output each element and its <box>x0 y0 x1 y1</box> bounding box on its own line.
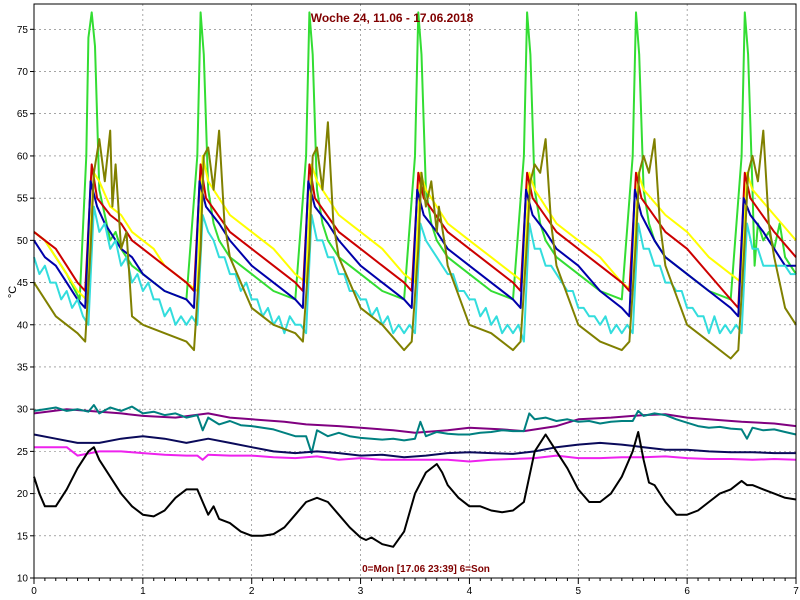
x-tick-label: 2 <box>249 586 255 597</box>
y-tick-label: 25 <box>17 447 29 458</box>
x-tick-label: 6 <box>684 586 690 597</box>
series-line-2 <box>33 154 797 301</box>
series-line-10 <box>34 446 797 463</box>
y-tick-label: 10 <box>17 574 29 585</box>
series-line-1 <box>33 11 797 301</box>
y-tick-label: 75 <box>17 25 29 36</box>
y-tick-label: 50 <box>17 236 29 247</box>
y-tick-label: 55 <box>17 194 29 205</box>
x-tick-label: 5 <box>576 586 582 597</box>
series-line-7 <box>33 408 797 434</box>
y-tick-label: 30 <box>17 405 29 416</box>
y-axis: 10 15 20 25 30 35 40 45 50 55 60 65 70 75 <box>17 25 34 585</box>
y-tick-label: 60 <box>17 151 29 162</box>
y-tick-label: 15 <box>17 531 29 542</box>
series-line-6 <box>33 121 797 360</box>
x-tick-label: 1 <box>140 586 146 597</box>
series-line-11 <box>33 431 797 548</box>
y-tick-label: 20 <box>17 489 29 500</box>
x-tick-label: 0 <box>31 586 37 597</box>
x-tick-label: 4 <box>467 586 473 597</box>
series-line-9 <box>33 433 796 459</box>
series-layer <box>33 11 797 548</box>
y-tick-label: 70 <box>17 67 29 78</box>
chart-footer: 0=Mon [17.06 23:39] 6=Son <box>362 564 490 575</box>
series-line-5 <box>33 205 796 343</box>
x-tick-label: 3 <box>358 586 364 597</box>
grid <box>34 4 796 579</box>
y-tick-label: 45 <box>17 278 29 289</box>
y-axis-label: °C <box>7 286 19 298</box>
x-axis: 0 1 2 3 4 5 6 7 <box>31 578 799 597</box>
x-tick-label: 7 <box>793 586 799 597</box>
series-line-8 <box>33 404 797 455</box>
y-tick-label: 40 <box>17 320 29 331</box>
y-tick-label: 65 <box>17 109 29 120</box>
y-tick-label: 35 <box>17 362 29 373</box>
chart-title: Woche 24, 11.06 - 17.06.2018 <box>311 11 474 25</box>
